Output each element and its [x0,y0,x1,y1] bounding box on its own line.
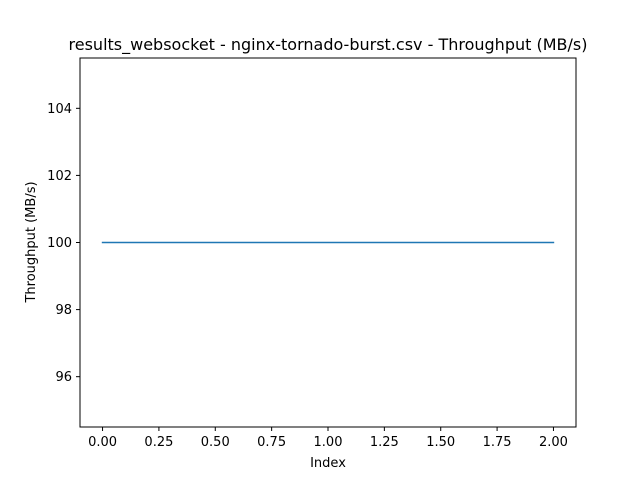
x-tick-label: 0.25 [144,435,173,450]
y-tick-label: 98 [55,303,72,318]
chart-title: results_websocket - nginx-tornado-burst.… [69,35,588,55]
x-tick-label: 2.00 [539,435,568,450]
y-tick-label: 96 [55,370,72,385]
y-tick-label: 102 [47,169,72,184]
x-tick-label: 0.75 [257,435,286,450]
x-tick-label: 1.75 [483,435,512,450]
x-tick-label: 0.50 [201,435,230,450]
y-tick-label: 100 [47,236,72,251]
y-tick-label: 104 [47,102,72,117]
x-axis-label: Index [310,456,346,471]
x-tick-label: 1.00 [314,435,343,450]
x-tick-label: 0.00 [88,435,117,450]
x-tick-label: 1.25 [370,435,399,450]
x-tick-label: 1.50 [426,435,455,450]
y-axis-label: Throughput (MB/s) [24,181,39,303]
x-axis-ticks: 0.00 0.25 0.50 0.75 1.00 1.25 1.50 1.75 2.00 [88,427,568,450]
y-axis-ticks: 96 98 100 102 104 [47,102,80,385]
